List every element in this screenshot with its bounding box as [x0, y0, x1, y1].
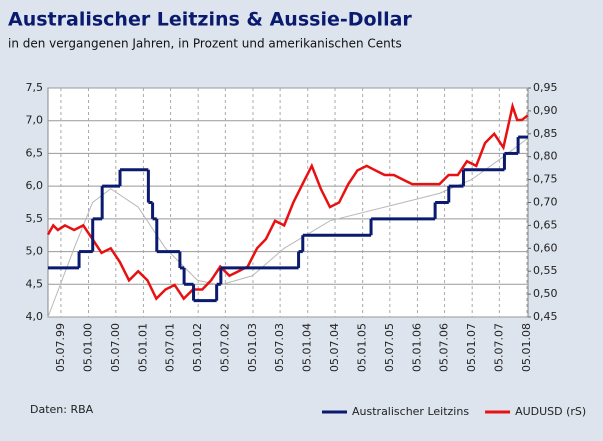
y-tick-label: 4,5 [26, 277, 44, 290]
x-tick-label: 05.01.04 [301, 323, 314, 372]
y2-tick-label: 0,60 [533, 241, 558, 254]
chart-subtitle: in den vergangenen Jahren, in Prozent un… [8, 37, 402, 51]
x-tick-label: 05.01.05 [356, 323, 369, 372]
y2-tick-label: 0,80 [533, 150, 558, 163]
x-tick-label: 05.01.06 [410, 323, 423, 372]
legend-label: AUDUSD (rS) [515, 405, 586, 418]
x-tick-label: 05.01.01 [136, 323, 149, 372]
x-tick-label: 05.07.06 [438, 323, 451, 372]
y-tick-label: 6,0 [26, 179, 44, 192]
x-tick-label: 05.07.04 [328, 323, 341, 372]
y2-tick-label: 0,90 [533, 104, 558, 117]
x-tick-label: 05.07.00 [109, 323, 122, 372]
y-tick-label: 5,0 [26, 245, 44, 258]
y-tick-label: 5,5 [26, 212, 44, 225]
y-tick-label: 4,0 [26, 310, 44, 323]
source-note: Daten: RBA [30, 403, 94, 416]
y-tick-label: 6,5 [26, 146, 44, 159]
plot-area [47, 87, 529, 318]
x-tick-label: 05.07.01 [164, 323, 177, 372]
y2-tick-label: 0,55 [533, 264, 558, 277]
x-tick-label: 05.01.00 [82, 323, 95, 372]
x-tick-label: 05.07.07 [492, 323, 505, 372]
y2-tick-label: 0,50 [533, 287, 558, 300]
y2-tick-label: 0,85 [533, 127, 558, 140]
x-tick-label: 05.07.99 [54, 323, 67, 372]
chart-title: Australischer Leitzins & Aussie-Dollar [8, 9, 412, 31]
x-tick-label: 05.01.08 [520, 323, 533, 372]
x-tick-label: 05.01.07 [465, 323, 478, 372]
x-tick-label: 05.01.02 [191, 323, 204, 372]
y2-tick-label: 0,95 [533, 81, 558, 94]
y2-tick-label: 0,75 [533, 173, 558, 186]
legend-label: Australischer Leitzins [352, 405, 469, 418]
y2-tick-label: 0,65 [533, 218, 558, 231]
x-tick-label: 05.01.03 [246, 323, 259, 372]
x-tick-label: 05.07.05 [383, 323, 396, 372]
x-tick-label: 05.07.02 [218, 323, 231, 372]
series-line [46, 101, 529, 301]
x-tick-label: 05.07.03 [273, 323, 286, 372]
y2-tick-label: 0,70 [533, 196, 558, 209]
y2-tick-label: 0,45 [533, 310, 558, 323]
y-tick-label: 7,0 [26, 114, 44, 127]
y-tick-label: 7,5 [26, 81, 44, 94]
